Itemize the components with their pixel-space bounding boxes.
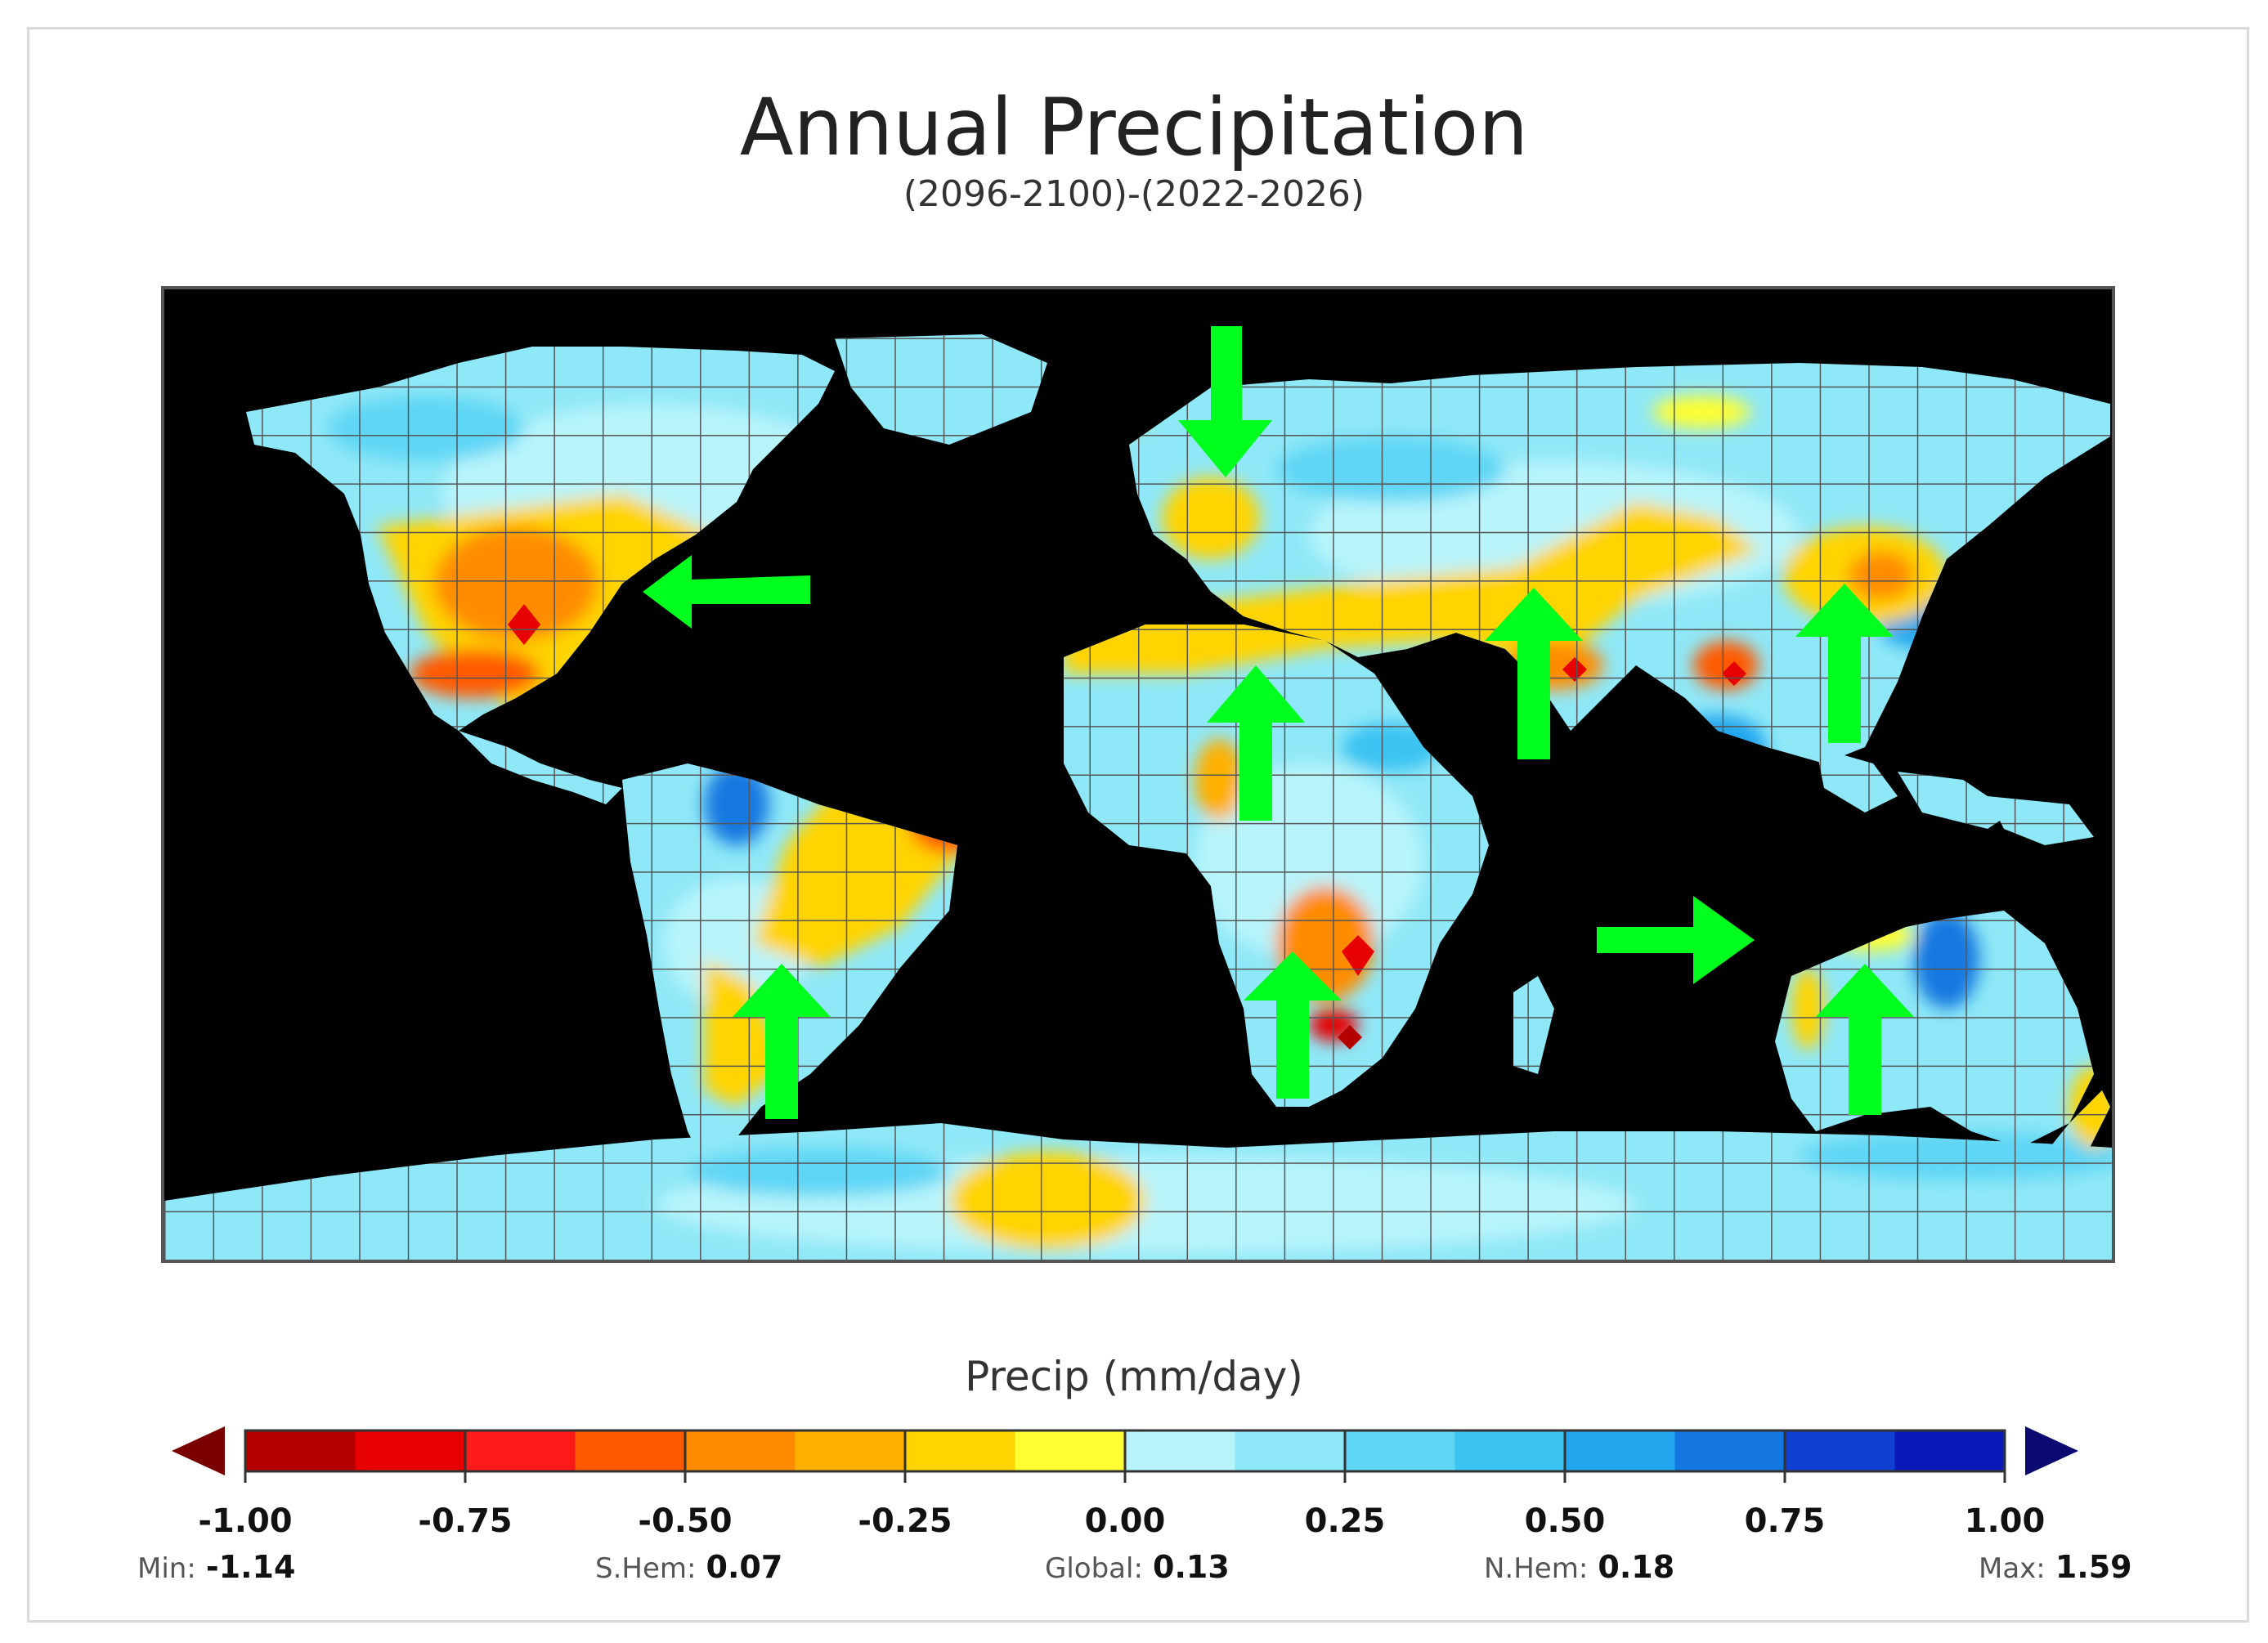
map-title: Annual Precipitation	[739, 82, 1529, 173]
colorbar-tick-label: -0.75	[418, 1502, 513, 1540]
arrow-up-se-australia	[1816, 964, 1914, 1115]
colorbar-tick-label: 0.50	[1524, 1502, 1606, 1540]
stat-max-value: 1.59	[2055, 1549, 2132, 1585]
arrow-up-west-africa	[1207, 665, 1305, 821]
colorbar-tick-label: -0.25	[858, 1502, 952, 1540]
arrow-down-europe	[1178, 326, 1272, 477]
highlight-arrows	[643, 326, 1914, 1119]
colorbar-title: Precip (mm/day)	[965, 1353, 1303, 1400]
colorbar-swatch	[1345, 1430, 1455, 1471]
colorbar-swatch	[685, 1430, 796, 1471]
arrow-up-india	[1485, 588, 1583, 759]
colorbar-tick-label: 0.75	[1744, 1502, 1826, 1540]
colorbar	[172, 1426, 2078, 1483]
colorbar-swatch	[795, 1430, 906, 1471]
arrow-left-us	[643, 555, 810, 629]
colorbar-tick-label: 1.00	[1964, 1502, 2046, 1540]
stat-shem-value: 0.07	[706, 1549, 783, 1585]
world-precip-map	[161, 286, 2115, 1263]
colorbar-tick-label: 0.00	[1084, 1502, 1166, 1540]
colorbar-swatch	[1015, 1430, 1126, 1471]
stat-min-label: Min:	[137, 1552, 196, 1585]
stat-nhem-value: 0.18	[1598, 1549, 1675, 1585]
colorbar-tick-label: 0.25	[1304, 1502, 1386, 1540]
colorbar-tick-label: -0.50	[638, 1502, 733, 1540]
colorbar-swatch	[1454, 1430, 1566, 1471]
colorbar-swatch	[355, 1430, 466, 1471]
colorbar-over-arrow	[2025, 1426, 2078, 1475]
stat-global-value: 0.13	[1153, 1549, 1230, 1585]
colorbar-swatch	[1125, 1430, 1235, 1471]
colorbar-swatch	[1235, 1430, 1346, 1471]
colorbar-swatch	[905, 1430, 1015, 1471]
stat-min-value: -1.14	[205, 1549, 296, 1585]
arrow-up-chile	[733, 964, 831, 1119]
stat-max: Max: 1.59	[1979, 1549, 2132, 1585]
arrow-up-china	[1795, 584, 1894, 743]
colorbar-swatch	[245, 1430, 356, 1471]
colorbar-swatch	[1565, 1430, 1675, 1471]
stat-nhem-label: N.Hem:	[1484, 1552, 1589, 1585]
colorbar-swatch	[1674, 1430, 1786, 1471]
colorbar-swatch	[465, 1430, 576, 1471]
stat-global-label: Global:	[1045, 1552, 1143, 1585]
colorbar-swatch	[575, 1430, 686, 1471]
stat-shem-label: S.Hem:	[595, 1552, 697, 1585]
colorbar-under-arrow	[172, 1426, 225, 1475]
arrow-up-southern-africa	[1244, 951, 1342, 1099]
colorbar-tick-label: -1.00	[198, 1502, 293, 1540]
map-subtitle: (2096-2100)-(2022-2026)	[903, 173, 1365, 215]
stat-global: Global: 0.13	[1045, 1549, 1230, 1585]
stat-min: Min: -1.14	[137, 1549, 295, 1585]
stat-max-label: Max:	[1979, 1552, 2046, 1585]
arrow-right-sw-australia	[1597, 896, 1755, 984]
stat-shem: S.Hem: 0.07	[595, 1549, 782, 1585]
stat-nhem: N.Hem: 0.18	[1484, 1549, 1674, 1585]
map-canvas	[164, 326, 2112, 1260]
colorbar-swatch	[1894, 1430, 2006, 1471]
colorbar-swatch	[1785, 1430, 1895, 1471]
